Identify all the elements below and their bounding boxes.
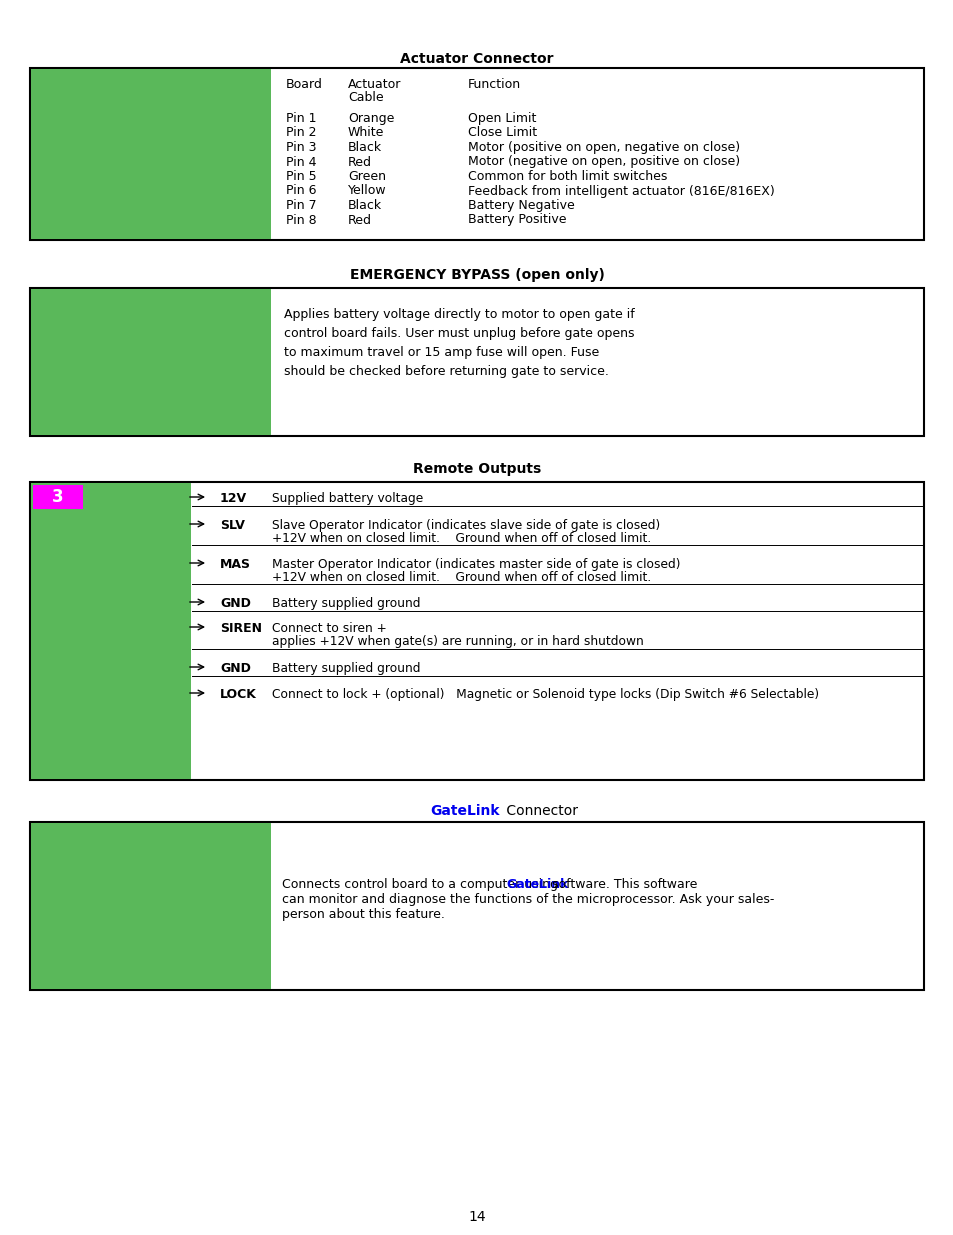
Text: Connect to siren +: Connect to siren + xyxy=(272,622,386,635)
Text: Remote Outputs: Remote Outputs xyxy=(413,462,540,475)
Text: Battery supplied ground: Battery supplied ground xyxy=(272,597,420,610)
Text: SIREN: SIREN xyxy=(220,622,262,635)
Text: Connect to lock + (optional)   Magnetic or Solenoid type locks (Dip Switch #6 Se: Connect to lock + (optional) Magnetic or… xyxy=(272,688,819,701)
Bar xyxy=(30,483,191,779)
Text: SLV: SLV xyxy=(220,519,245,532)
Text: Close Limit: Close Limit xyxy=(468,126,537,140)
Text: Applies battery voltage directly to motor to open gate if
control board fails. U: Applies battery voltage directly to moto… xyxy=(284,308,634,378)
Text: Board: Board xyxy=(286,78,322,91)
Text: Battery supplied ground: Battery supplied ground xyxy=(272,662,420,676)
Text: +12V when on closed limit.    Ground when off of closed limit.: +12V when on closed limit. Ground when o… xyxy=(272,532,651,545)
Text: GateLink: GateLink xyxy=(430,804,499,818)
Text: Pin 4: Pin 4 xyxy=(286,156,316,168)
Text: Battery Positive: Battery Positive xyxy=(468,214,566,226)
Text: 14: 14 xyxy=(468,1210,485,1224)
Text: Pin 1: Pin 1 xyxy=(286,112,316,125)
Text: Black: Black xyxy=(348,141,382,154)
Text: Slave Operator Indicator (indicates slave side of gate is closed): Slave Operator Indicator (indicates slav… xyxy=(272,519,659,532)
Text: MAS: MAS xyxy=(220,558,251,571)
Text: Yellow: Yellow xyxy=(348,184,386,198)
Text: Red: Red xyxy=(348,214,372,226)
Text: Pin 2: Pin 2 xyxy=(286,126,316,140)
Text: can monitor and diagnose the functions of the microprocessor. Ask your sales-: can monitor and diagnose the functions o… xyxy=(282,893,774,906)
Bar xyxy=(30,823,271,989)
Text: Supplied battery voltage: Supplied battery voltage xyxy=(272,492,423,505)
Text: LOCK: LOCK xyxy=(220,688,256,701)
Text: GND: GND xyxy=(220,662,251,676)
Text: White: White xyxy=(348,126,384,140)
Text: GateLink: GateLink xyxy=(506,878,568,890)
Text: applies +12V when gate(s) are running, or in hard shutdown: applies +12V when gate(s) are running, o… xyxy=(272,635,643,648)
Text: Orange: Orange xyxy=(348,112,394,125)
Bar xyxy=(33,485,83,509)
Text: Open Limit: Open Limit xyxy=(468,112,536,125)
Text: software. This software: software. This software xyxy=(548,878,697,890)
Text: Common for both limit switches: Common for both limit switches xyxy=(468,170,667,183)
Text: Black: Black xyxy=(348,199,382,212)
Text: Motor (negative on open, positive on close): Motor (negative on open, positive on clo… xyxy=(468,156,740,168)
Text: GND: GND xyxy=(220,597,251,610)
Text: Green: Green xyxy=(348,170,386,183)
Text: EMERGENCY BYPASS (open only): EMERGENCY BYPASS (open only) xyxy=(349,268,604,282)
Text: person about this feature.: person about this feature. xyxy=(282,908,444,921)
Text: 3: 3 xyxy=(52,488,64,506)
Bar xyxy=(30,823,923,990)
Text: Pin 8: Pin 8 xyxy=(286,214,316,226)
Text: Pin 3: Pin 3 xyxy=(286,141,316,154)
Text: Connector: Connector xyxy=(501,804,578,818)
Text: Battery Negative: Battery Negative xyxy=(468,199,574,212)
Bar xyxy=(30,69,271,240)
Text: Master Operator Indicator (indicates master side of gate is closed): Master Operator Indicator (indicates mas… xyxy=(272,558,679,571)
Bar xyxy=(30,68,923,240)
Text: Connects control board to a computer using: Connects control board to a computer usi… xyxy=(282,878,561,890)
Text: Cable: Cable xyxy=(348,91,383,104)
Text: Pin 5: Pin 5 xyxy=(286,170,316,183)
Text: Motor (positive on open, negative on close): Motor (positive on open, negative on clo… xyxy=(468,141,740,154)
Text: Function: Function xyxy=(468,78,520,91)
Text: Red: Red xyxy=(348,156,372,168)
Bar xyxy=(30,289,271,435)
Text: 12V: 12V xyxy=(220,492,247,505)
Text: Pin 7: Pin 7 xyxy=(286,199,316,212)
Text: Actuator Connector: Actuator Connector xyxy=(400,52,553,65)
Bar xyxy=(30,482,923,781)
Text: +12V when on closed limit.    Ground when off of closed limit.: +12V when on closed limit. Ground when o… xyxy=(272,571,651,584)
Text: Pin 6: Pin 6 xyxy=(286,184,316,198)
Bar xyxy=(30,288,923,436)
Text: Actuator: Actuator xyxy=(348,78,401,91)
Text: Feedback from intelligent actuator (816E/816EX): Feedback from intelligent actuator (816E… xyxy=(468,184,774,198)
